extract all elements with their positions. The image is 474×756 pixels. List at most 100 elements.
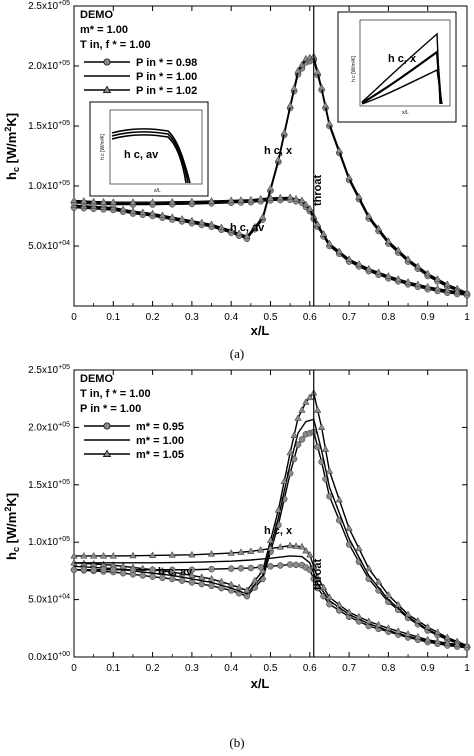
panel-b-point-triangle <box>325 467 334 474</box>
panel-a-point-triangle <box>266 193 275 201</box>
panel-b-point-triangle <box>188 571 196 579</box>
panel-b-point-triangle <box>335 600 343 608</box>
inset-hcx-xlabel: x/L <box>402 110 409 116</box>
panel-b-point-triangle <box>237 548 245 555</box>
inset-hcx-box <box>337 11 457 123</box>
panel-a-point-triangle <box>237 196 245 203</box>
panel-a-ticks: 0 0.1 0.2 0.3 0.4 0.5 0.6 0.7 0.8 0.9 1 5.0x10+04 1.… <box>28 0 470 323</box>
panel-b-point-triangle <box>227 549 235 556</box>
inset-hcav-curve-1 <box>111 128 191 184</box>
y-tick-label: 5.0x10+04 <box>28 594 70 606</box>
panel-a-point-triangle <box>129 198 137 205</box>
x-tick-label: 0 <box>71 312 77 323</box>
panel-b-point-circle <box>237 565 245 572</box>
panel-b-point-triangle <box>129 551 137 559</box>
panel-b-point-triangle <box>394 627 402 634</box>
panel-b-xlabel: x/L <box>251 676 270 691</box>
panel-b-point-triangle <box>384 590 393 598</box>
panel-b-point-circle <box>149 566 156 574</box>
panel-a-point-triangle <box>414 280 422 287</box>
inset-hcav-frame <box>109 109 203 185</box>
panel-b-point-triangle <box>302 398 310 405</box>
panel-b-point-triangle <box>345 524 353 531</box>
panel-b-point-circle <box>208 582 215 590</box>
x-tick-label: 0.8 <box>381 312 395 323</box>
x-tick-label: 0.9 <box>421 312 435 323</box>
triangle-marker-icon <box>102 85 112 93</box>
inset-hcav-ylabel: h c [W/m²K] <box>100 133 106 160</box>
panel-b-point-triangle <box>207 549 216 557</box>
inset-hcav-curve-3 <box>111 134 187 184</box>
panel-b-point-triangle <box>286 541 294 549</box>
panel-b-point-triangle <box>148 551 157 558</box>
x-tick-label: 0.7 <box>342 312 356 323</box>
panel-a-point-triangle <box>168 197 176 205</box>
panel-a-legend-title-1: DEMO <box>80 9 113 21</box>
panel-b-point-circle <box>129 566 137 574</box>
x-tick-label: 0.1 <box>106 663 120 674</box>
panel-a-legend-title-2: m* = 1.00 <box>80 24 128 36</box>
panel-b-point-triangle <box>188 550 196 558</box>
panel-b-point-circle <box>100 566 107 574</box>
inset-hcx-curve-3 <box>361 68 443 105</box>
panel-a-point-triangle <box>247 195 255 203</box>
panel-b-point-circle <box>119 569 127 577</box>
panel-b-point-triangle <box>314 573 322 581</box>
panel-a-point-triangle <box>217 223 225 230</box>
panel-b-point-triangle <box>424 635 432 643</box>
panel-a-point-triangle <box>384 237 393 244</box>
panel-a-point-triangle <box>433 274 442 282</box>
panel-b-annotation-hcav: h c, av <box>158 566 193 578</box>
panel-b-legend-title-1: DEMO <box>80 373 113 385</box>
panel-a-point-triangle <box>276 193 284 201</box>
y-tick-label: 2.0x10+05 <box>28 60 70 72</box>
panel-a-point-triangle <box>235 229 243 236</box>
panel-b-point-triangle <box>168 551 176 558</box>
panel-b-point-triangle <box>374 620 383 628</box>
panel-a-point-triangle <box>374 224 383 232</box>
panel-a-point-triangle <box>274 155 282 163</box>
panel-a-point-triangle <box>302 200 310 208</box>
panel-b-point-circle <box>257 563 264 571</box>
panel-b-point-circle <box>110 566 117 574</box>
panel-b-point-triangle <box>335 495 343 503</box>
panel-a-point-triangle <box>321 101 330 109</box>
panel-a-point-triangle <box>109 198 117 205</box>
panel-a-legend-entry-2: P in * = 1.00 <box>136 71 197 83</box>
panel-b-point-triangle <box>414 616 422 624</box>
inset-hcx-annotation: h c, x <box>388 53 417 65</box>
panel-b-point-triangle <box>306 393 314 401</box>
panel-a-caption: (a) <box>230 346 244 361</box>
panel-a-point-triangle <box>158 211 167 218</box>
panel-b-point-triangle <box>433 637 442 645</box>
panel-b-series <box>70 388 471 652</box>
panel-a-xlabel: x/L <box>251 323 270 338</box>
panel-b-point-circle <box>267 563 274 570</box>
panel-a-point-triangle <box>384 271 393 279</box>
inset-hcav-xlabel: x/L <box>154 188 161 194</box>
panel-b-point-triangle <box>292 542 300 549</box>
panel-b-point-triangle <box>463 641 471 649</box>
panel-a-annotation-hcav: h c, av <box>230 222 265 234</box>
panel-b-point-circle <box>277 562 284 569</box>
y-tick-label: 2.5x10+05 <box>28 0 70 12</box>
panel-b-caption: (b) <box>229 735 244 750</box>
panel-a-point-triangle <box>207 196 216 204</box>
panel-a-point-triangle <box>266 184 275 191</box>
panel-b: 0 0.1 0.2 0.3 0.4 0.5 0.6 0.7 0.8 0.9 1 0.0x10+00 5.… <box>3 364 471 750</box>
panel-b-point-triangle <box>290 431 298 438</box>
panel-b-point-circle <box>70 566 78 574</box>
panel-b-series-line-4 <box>74 555 468 648</box>
panel-b-point-circle <box>188 579 196 586</box>
panel-b-point-circle <box>292 561 300 569</box>
panel-b-point-triangle <box>414 632 422 640</box>
inset-hcx-curve-1 <box>361 32 441 105</box>
inset-hcx-frame <box>359 19 451 107</box>
panel-b-point-triangle <box>374 577 383 585</box>
y-tick-label: 0.0x10+00 <box>28 651 70 663</box>
panel-b-point-triangle <box>355 544 363 552</box>
y-tick-label: 2.5x10+05 <box>28 364 70 376</box>
panel-a-throat-label: throat <box>312 175 324 207</box>
panel-b-point-triangle <box>274 506 282 513</box>
x-tick-label: 0.4 <box>224 663 238 674</box>
